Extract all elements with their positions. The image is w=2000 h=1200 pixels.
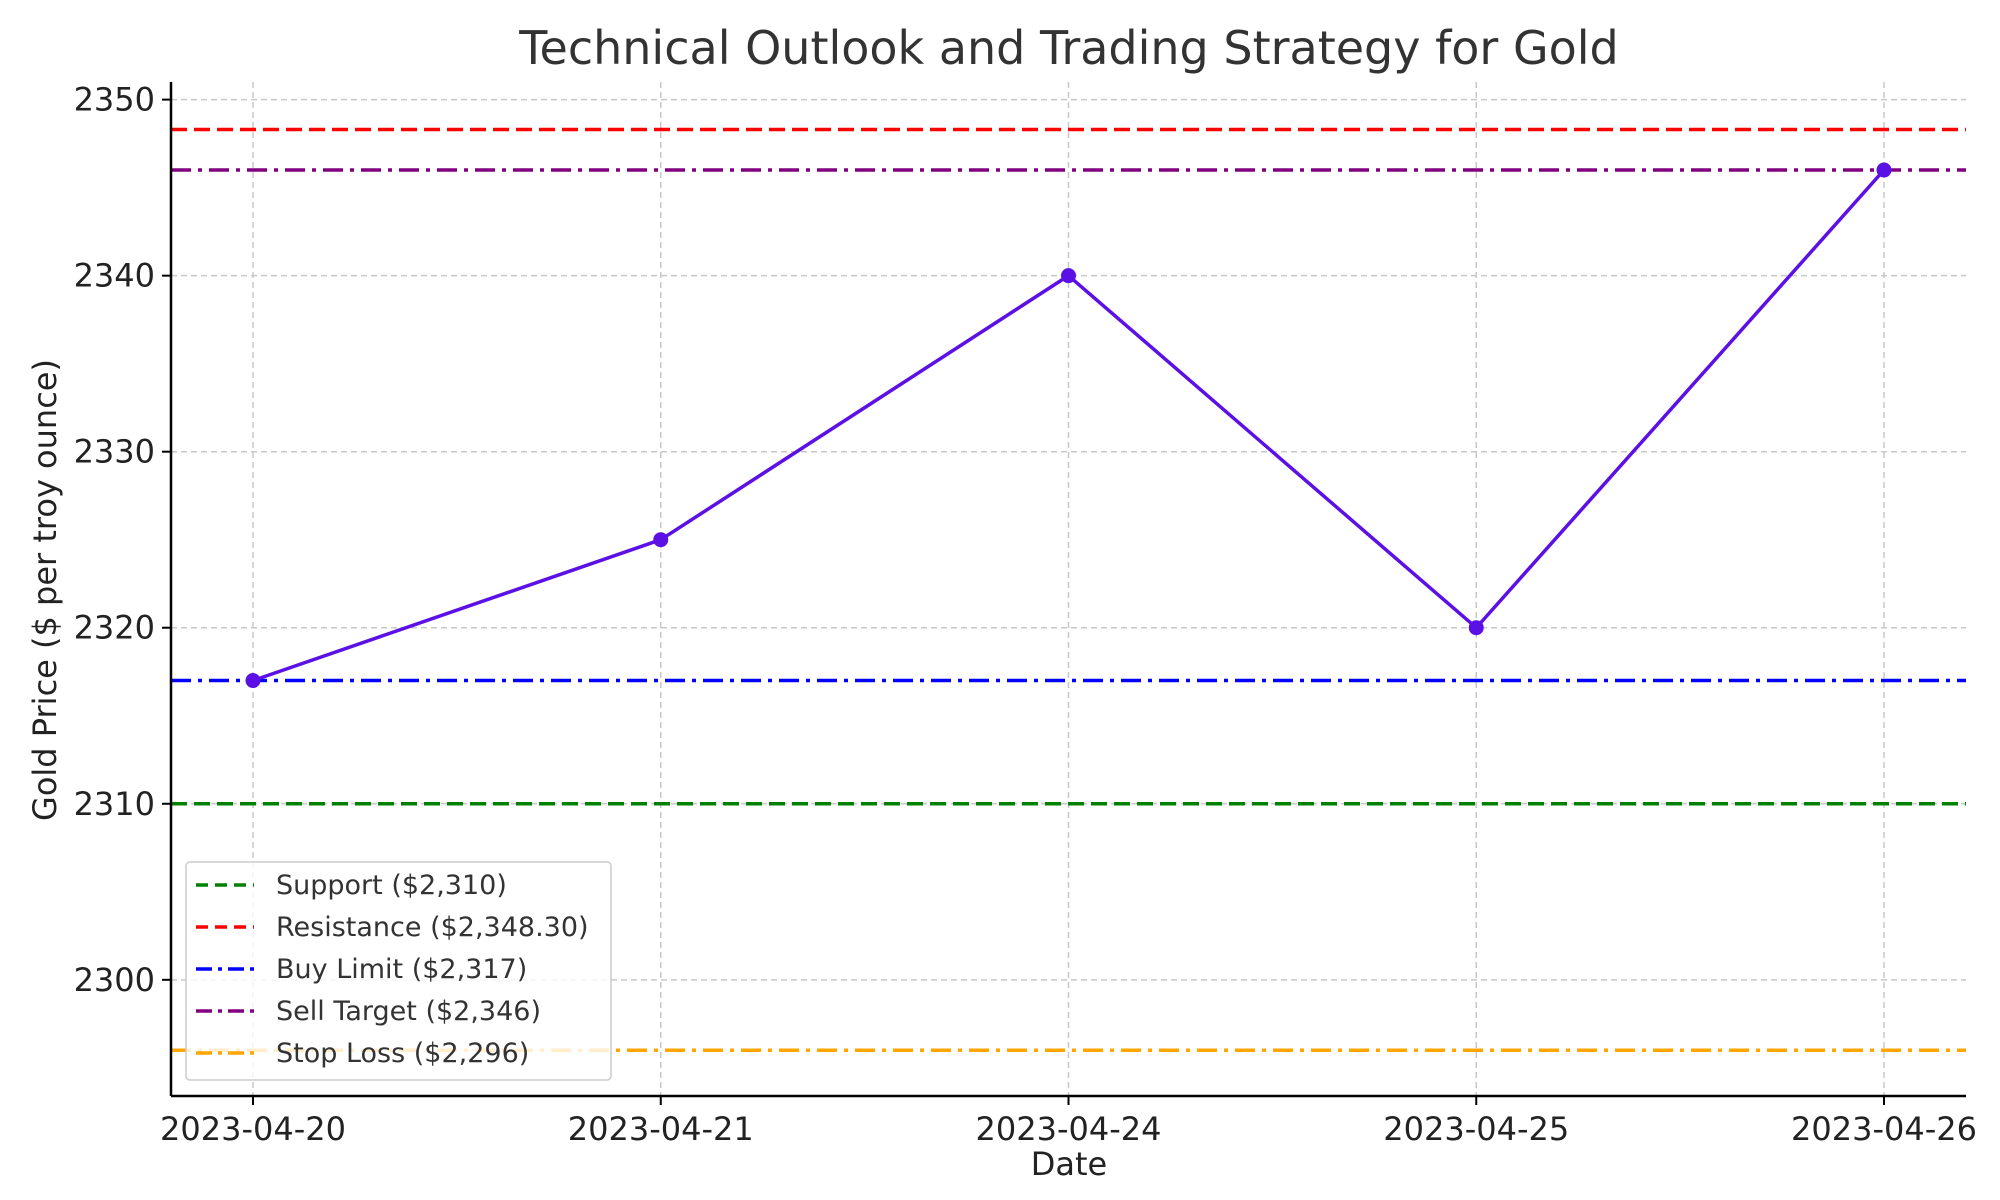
price-point [1468,620,1484,636]
legend-label-resistance: Resistance ($2,348.30) [276,912,589,943]
legend: Support ($2,310) Resistance ($2,348.30) Bu… [185,861,612,1081]
x-tick-label: 2023-04-26 [1791,1110,1977,1148]
reference-lines [171,127,1966,1052]
legend-label-buy: Buy Limit ($2,317) [276,954,527,985]
y-tick-label: 2320 [74,609,155,647]
x-tick-label: 2023-04-24 [976,1110,1162,1148]
y-tick-label: 2350 [74,81,155,119]
price-point [1876,162,1892,178]
x-tick-label: 2023-04-20 [160,1110,346,1148]
x-axis-label: Date [1031,1145,1107,1183]
y-axis-label: Gold Price ($ per troy ounce) [26,359,64,821]
series-layer [245,162,1892,689]
price-point [245,673,261,689]
legend-label-sell: Sell Target ($2,346) [276,996,541,1027]
y-ticks: 2300 2310 2320 2330 2340 2350 [74,81,171,999]
y-tick-label: 2340 [74,257,155,295]
y-tick-label: 2310 [74,785,155,823]
price-point [653,532,669,548]
x-ticks: 2023-04-20 2023-04-21 2023-04-24 2023-04-25… [160,1096,1977,1148]
y-tick-label: 2330 [74,433,155,471]
legend-label-stop: Stop Loss ($2,296) [276,1038,529,1069]
x-tick-label: 2023-04-21 [568,1110,754,1148]
y-tick-label: 2300 [74,961,155,999]
legend-box [185,861,612,1081]
legend-label-support: Support ($2,310) [276,870,507,901]
price-point [1061,268,1076,284]
x-tick-label: 2023-04-25 [1383,1110,1569,1148]
chart-title: Technical Outlook and Trading Strategy f… [518,21,1619,75]
